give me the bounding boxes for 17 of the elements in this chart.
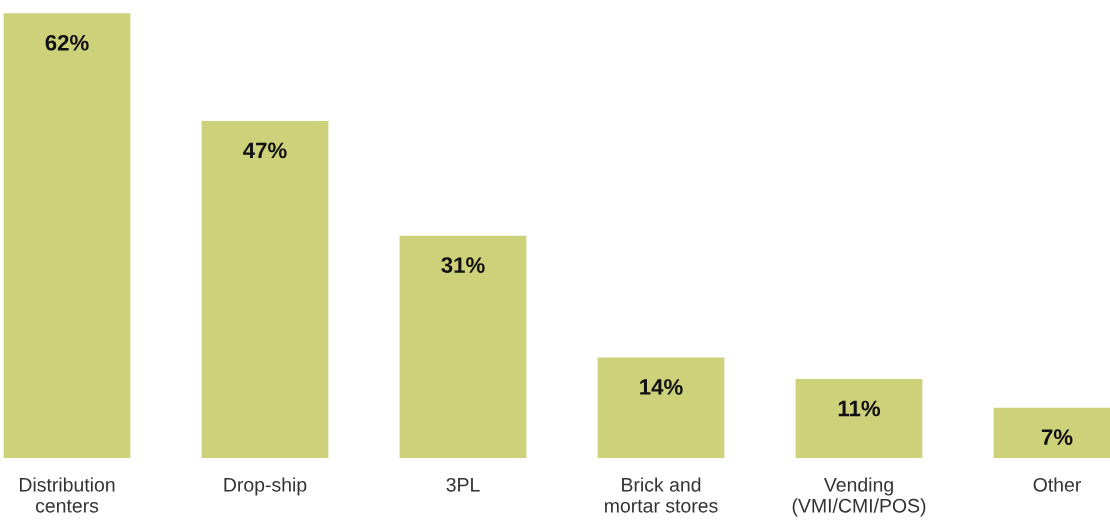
data-label: 14% xyxy=(640,379,683,395)
data-label: 62% xyxy=(45,34,89,51)
bar xyxy=(201,120,329,458)
bar xyxy=(3,13,131,458)
data-label: 7% xyxy=(1041,429,1073,445)
bar xyxy=(597,357,725,458)
bar xyxy=(795,379,923,458)
data-label: 31% xyxy=(441,257,485,273)
bar xyxy=(399,235,527,458)
x-tick-label: Other xyxy=(1033,477,1081,492)
x-tick-label: Distribution centers xyxy=(19,477,115,513)
x-tick-label: 3PL xyxy=(446,477,480,492)
x-tick-label: Vending (VMI/CMI/POS) xyxy=(792,477,926,517)
data-label: 11% xyxy=(838,400,881,417)
x-tick-label: Drop-ship xyxy=(224,477,307,496)
data-label: 47% xyxy=(243,142,287,159)
x-tick-label: Brick and mortar stores xyxy=(605,477,718,513)
